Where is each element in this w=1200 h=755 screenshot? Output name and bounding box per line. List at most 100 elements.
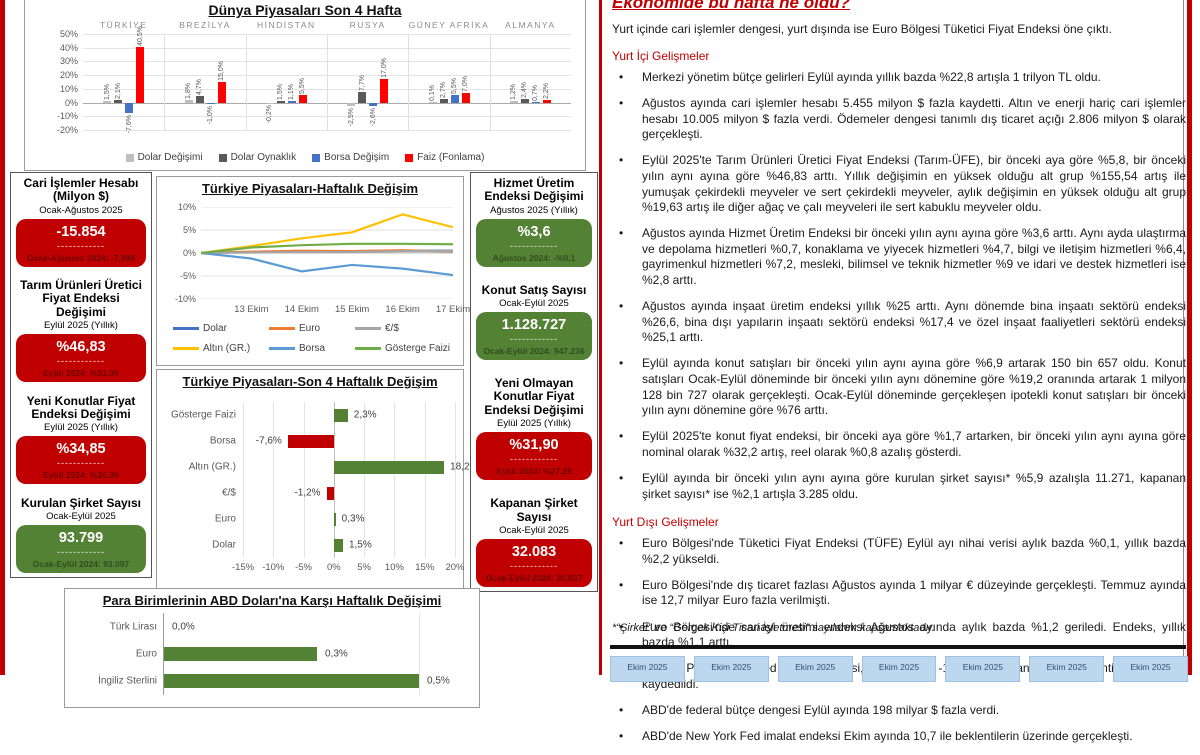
footer-tab[interactable]: Ekim 2025 (777, 656, 853, 682)
bar-value-label: 5,5% (299, 78, 307, 95)
legend-item: Dolar (173, 323, 269, 334)
bar (195, 96, 204, 103)
chart-title: Para Birimlerinin ABD Doları'na Karşı Ha… (102, 593, 442, 608)
country-label: TÜRKİYE (99, 20, 148, 30)
page-border-left (0, 0, 5, 675)
gridline (83, 130, 571, 131)
foreign-bullet: Euro Bölgesi'nde dış ticaret fazlası Ağu… (612, 578, 1186, 609)
bar (509, 100, 518, 103)
domestic-bullet: Eylül ayında konut satışları bir önceki … (612, 356, 1186, 418)
card-home-sales: Konut Satış Sayısı Ocak-Eylül 2025 1.128… (476, 282, 592, 361)
card-title: Konut Satış Sayısı (481, 282, 587, 297)
bar (347, 102, 356, 106)
card-value: %34,85 (56, 441, 106, 458)
card-founded-companies: Kurulan Şirket Sayısı Ocak-Eylül 2025 93… (16, 496, 146, 573)
footer-tabs: Ekim 2025 Ekim 2025 Ekim 2025 Ekim 2025 Ekim… (610, 656, 1189, 682)
bar (103, 100, 112, 103)
card-services-production-index: Hizmet Üretim Endeksi Değişimi Ağustos 2… (476, 176, 592, 267)
footer-divider (610, 645, 1186, 649)
bar (114, 99, 123, 103)
legend-item: Dolar Değişimi (125, 152, 203, 163)
turkey-weekly-line-chart: Türkiye Piyasaları-Haftalık Değişim 10% 5… (156, 176, 470, 366)
legend-swatch (269, 347, 295, 350)
y-axis-labels: 10% 5% 0% -5% -10% (166, 202, 196, 304)
gridline (243, 402, 244, 558)
legend-item: Euro (269, 323, 355, 334)
category-label: Euro (135, 648, 157, 659)
gridline (419, 613, 420, 695)
gridline (394, 402, 396, 558)
card-new-homes-price-index: Yeni Konutlar Fiyat Endeksi Değişimi Eyl… (16, 393, 146, 485)
bar-value-label: 2,7% (440, 81, 447, 98)
country-label: GÜNEY AFRİKA (408, 20, 490, 30)
gridline (424, 402, 426, 558)
category-label: Euro (214, 513, 236, 525)
world-chart-plot: 50% 40% 30% 20% 10% 0% -10% -20% 1,5% 1,8% -0,2% -2… (57, 26, 571, 135)
card-separator: ------------ (57, 546, 105, 557)
bar-value-label: -0,2% (266, 104, 274, 124)
footer-tab[interactable]: Ekim 2025 (1113, 656, 1189, 682)
domestic-bullet: Eylül 2025'te Tarım Ürünleri Üretici Fiy… (612, 153, 1186, 215)
y-tick-label: 10% (59, 83, 78, 94)
footer-tab[interactable]: Ekim 2025 (1029, 656, 1105, 682)
card-previous-value: Ocak-Eylül 2024: 947.236 (483, 346, 585, 357)
domestic-bullet: Ağustos ayında Hizmet Üretim Endeksi bir… (612, 226, 1186, 288)
footer-tab[interactable]: Ekim 2025 (861, 656, 937, 682)
domestic-bullet: Ağustos ayında cari işlemler hesabı 5.45… (612, 96, 1186, 143)
footer-tab[interactable]: Ekim 2025 (945, 656, 1021, 682)
bar (380, 79, 389, 103)
x-tick-label: 16 Ekim (385, 304, 420, 315)
bar-value-label: 0,5% (427, 675, 450, 686)
card-title: Tarım Ürünleri Üretici Fiyat Endeksi Değ… (20, 278, 142, 319)
bar-value-label: 0,3% (325, 648, 348, 659)
economic-weekly-bulletin: { "ui": { "dashes": "------------" }, "c… (0, 0, 1200, 675)
card-value: %46,83 (56, 339, 106, 356)
footer-tab[interactable]: Ekim 2025 (610, 656, 685, 682)
domestic-bullet: Merkezi yönetim bütçe gelirleri Eylül ay… (612, 70, 1186, 86)
y-tick-label: -10% (56, 111, 78, 122)
bar (164, 673, 419, 688)
card-current-account: Cari İşlemler Hesabı (Milyon $) Ocak-Ağu… (16, 176, 146, 267)
bar (136, 47, 145, 103)
footer-tab[interactable]: Ekim 2025 (693, 656, 769, 682)
x-tick-label: 10% (384, 562, 404, 573)
card-value-box: 93.799 ------------ Ocak-Eylül 2024: 93.… (16, 524, 146, 573)
bar-value-label: -1,0% (207, 105, 214, 125)
legend-item: Gösterge Faizi (355, 343, 453, 354)
card-value-box: %3,6 ------------ Ağustos 2024: -%0,1 (476, 218, 592, 267)
legend-swatch (355, 347, 381, 350)
bar-value-label: 18,2% (450, 461, 479, 473)
chart-title: Türkiye Piyasaları-Haftalık Değişim (201, 181, 419, 196)
panel-intro: Yurt içinde cari işlemler dengesi, yurt … (612, 22, 1113, 36)
bar-value-label: -7,6% (255, 435, 282, 447)
bar-value-label: 0,0% (172, 621, 195, 632)
bar (298, 95, 307, 103)
bar (333, 538, 343, 552)
legend-swatch (312, 153, 321, 162)
bar-value-label: 15,0% (218, 61, 225, 81)
legend-swatch (218, 153, 227, 162)
legend-swatch (355, 327, 381, 330)
x-tick-label: 17 Ekim (435, 304, 471, 315)
group-separator (245, 34, 247, 130)
x-tick-label: 20% (445, 562, 465, 573)
card-period: Eylül 2025 (Yıllık) (44, 320, 118, 332)
legend-swatch (173, 347, 199, 350)
y-tick-label: 5% (182, 225, 196, 235)
card-title: Yeni Konutlar Fiyat Endeksi Değişimi (26, 393, 136, 421)
line-series-Altın (GR.) (200, 213, 454, 255)
bar (333, 460, 445, 474)
legend-item: Altın (GR.) (173, 343, 269, 354)
bar (217, 82, 226, 103)
x-tick-label: -15% (231, 562, 255, 573)
group-separator (489, 34, 491, 130)
card-period: Ocak-Eylül 2025 (499, 524, 569, 536)
chart-title: Dünya Piyasaları Son 4 Hafta (208, 2, 402, 18)
card-separator: ------------ (57, 356, 105, 367)
card-previous-value: Eylül 2024: %26,09 (43, 470, 119, 481)
bar (358, 92, 367, 103)
bar (326, 486, 334, 500)
bar-value-label: 0,7% (532, 84, 540, 101)
x-tick-label: 5% (357, 562, 372, 573)
country-label: BREZİLYA (179, 20, 231, 30)
